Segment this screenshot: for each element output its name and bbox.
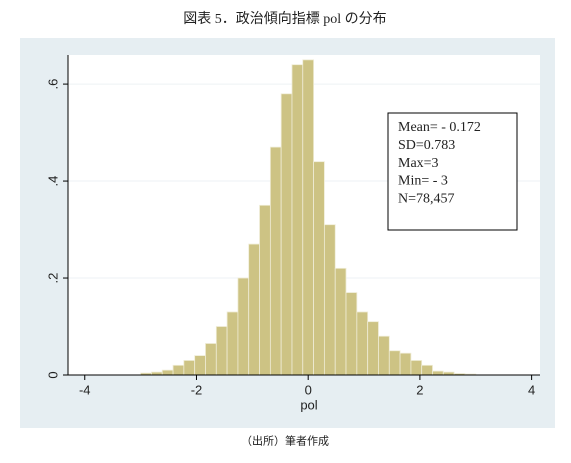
bar <box>161 369 174 376</box>
stats-text: Mean= - 0.172 SD=0.783 Max=3 Min= - 3 N=78,4… <box>398 120 481 206</box>
bar <box>421 364 433 376</box>
bar <box>378 335 390 376</box>
bar <box>388 350 401 376</box>
bar <box>205 343 217 376</box>
bar <box>226 311 239 376</box>
source-note: （出所）筆者作成 <box>241 434 329 448</box>
bar <box>194 355 206 376</box>
y-tick-label: .2 <box>45 273 60 284</box>
bar <box>269 146 282 376</box>
bar <box>323 224 336 376</box>
bar <box>248 243 260 376</box>
bar <box>302 59 315 376</box>
x-tick-label: -4 <box>79 382 91 397</box>
bar <box>259 204 271 376</box>
bar <box>356 311 369 376</box>
bar <box>313 161 325 376</box>
x-tick-label: 4 <box>528 382 535 397</box>
stat-line: Min= - 3 <box>398 174 448 189</box>
bar <box>172 364 185 376</box>
bar <box>183 360 196 376</box>
bar <box>410 360 423 376</box>
y-tick-label: .6 <box>45 79 60 90</box>
x-tick-label: -2 <box>191 382 203 397</box>
bar <box>334 267 347 376</box>
bar <box>237 277 250 376</box>
stat-line: Max=3 <box>398 156 439 171</box>
bar <box>367 321 379 376</box>
bar <box>345 292 358 376</box>
stat-line: SD=0.783 <box>398 138 455 153</box>
bar <box>280 93 293 376</box>
axes: 0 .2 .4 .6 -4 -2 0 2 4 <box>45 55 540 397</box>
stat-line: N=78,457 <box>398 191 455 206</box>
x-tick-label: 0 <box>305 382 312 397</box>
y-tick-label: 0 <box>45 371 60 378</box>
chart-title: 図表 5．政治傾向指標 pol の分布 <box>183 11 386 27</box>
stats-box <box>387 112 518 231</box>
x-axis-label: pol <box>300 397 317 412</box>
stat-line: Mean= - 0.172 <box>398 120 481 135</box>
bar <box>432 370 444 376</box>
bar <box>215 326 228 376</box>
bar <box>399 352 412 376</box>
y-tick-label: .4 <box>45 176 60 187</box>
bar <box>291 64 304 376</box>
x-tick-label: 2 <box>416 382 423 397</box>
bars <box>140 59 477 376</box>
